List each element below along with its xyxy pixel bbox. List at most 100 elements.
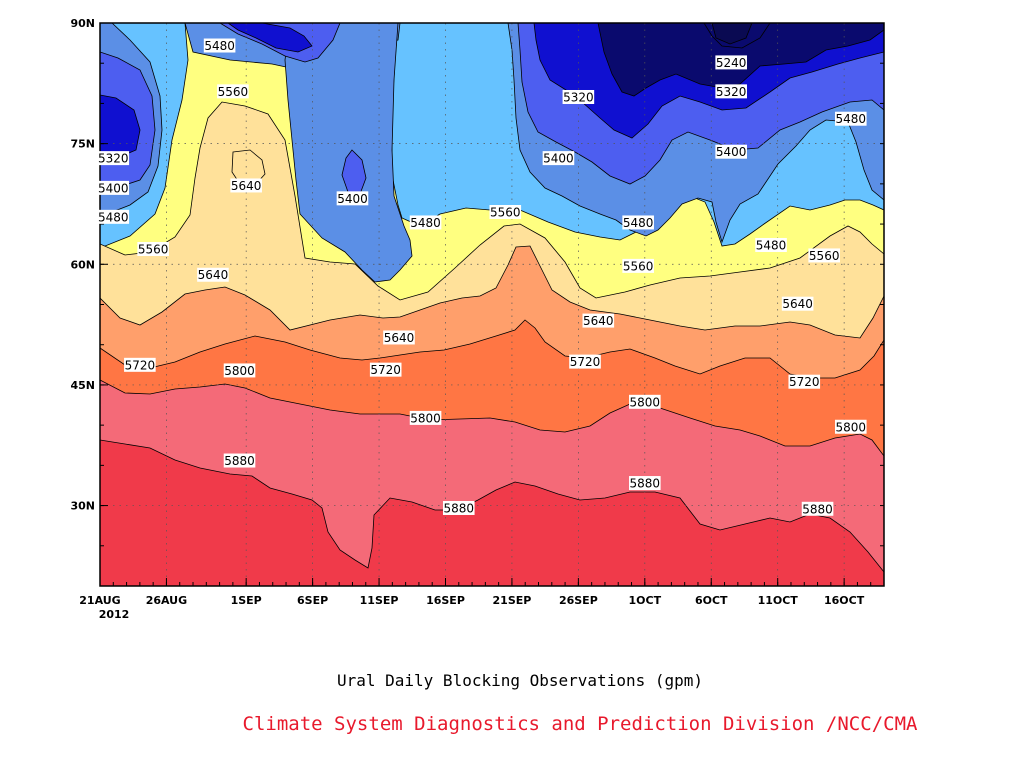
contour-label-box	[203, 38, 236, 53]
contour-label-box	[489, 205, 522, 220]
contour-band-core	[711, 23, 753, 45]
contour-band-5400_5480	[284, 23, 413, 283]
contour-label-box	[217, 84, 249, 99]
contour-label-box	[834, 419, 867, 434]
contour-label-box	[97, 180, 130, 195]
contour-label: 5400	[337, 192, 368, 206]
contour-label: 5640	[198, 268, 229, 282]
contour-label-box	[715, 55, 747, 70]
contour-label: 5640	[231, 179, 262, 193]
contour-label: 5320	[98, 152, 129, 166]
x-tick-label: 6SEP	[297, 594, 328, 607]
contour-label-box	[124, 357, 156, 372]
contour-label-box	[223, 363, 256, 378]
x-tick-label: 11OCT	[758, 594, 799, 607]
grid-lines	[100, 23, 884, 586]
contour-label: 5480	[756, 238, 787, 252]
contour-label: 5480	[98, 210, 129, 224]
contour-label-box	[383, 330, 415, 345]
contour-label: 5800	[836, 420, 867, 434]
contour-label-box	[409, 410, 442, 425]
contour-label-box	[715, 144, 747, 159]
contour-label-box	[409, 215, 442, 230]
x-year-label: 2012	[99, 608, 130, 621]
contour-label: 5720	[125, 358, 156, 372]
contour-label: 5720	[570, 355, 601, 369]
x-tick-label: 16SEP	[426, 594, 465, 607]
contour-label-box	[230, 178, 262, 193]
contour-label-box	[622, 215, 654, 230]
contour-label-box	[442, 500, 475, 515]
contour-label-box	[788, 374, 821, 389]
x-tick-label: 1OCT	[629, 594, 662, 607]
contour-label-box	[197, 267, 229, 282]
contour-label: 5640	[782, 297, 813, 311]
contour-label-box	[834, 111, 867, 126]
contour-label-box	[137, 242, 169, 257]
contour-label-box	[755, 237, 787, 252]
contour-label-box	[97, 151, 130, 166]
contour-label-box	[97, 209, 130, 224]
contour-label: 5800	[630, 395, 661, 409]
contour-label: 5640	[384, 331, 415, 345]
contour-label-box	[336, 191, 369, 206]
x-tick-label: 11SEP	[360, 594, 399, 607]
contour-label-box	[622, 258, 654, 273]
x-tick-label: 16OCT	[824, 594, 865, 607]
contour-label: 5480	[204, 39, 235, 53]
contour-band-5240_5320	[227, 23, 313, 53]
contour-label-box	[781, 296, 814, 311]
contour-label-box	[542, 151, 575, 166]
contour-label: 5560	[809, 249, 840, 263]
contour-label: 5320	[716, 85, 747, 99]
x-tick-label: 26SEP	[559, 594, 598, 607]
contour-label-box	[629, 476, 661, 491]
x-tick-label: 1SEP	[231, 594, 262, 607]
contour-label: 5400	[543, 152, 574, 166]
contour-label: 5320	[563, 90, 594, 104]
contour-label: 5880	[802, 502, 833, 516]
contour-label-box	[808, 248, 841, 263]
chart-caption: Ural Daily Blocking Observations (gpm)	[336, 671, 704, 690]
contour-fills	[100, 23, 884, 586]
contour-label-box	[629, 394, 661, 409]
contour-label: 5480	[836, 112, 867, 126]
contour-label: 5480	[623, 216, 654, 230]
y-axis: 30N 45N 60N 75N 90N	[70, 17, 884, 587]
y-tick-label: 45N	[70, 379, 95, 392]
contour-label-box	[223, 453, 256, 468]
y-tick-label: 30N	[70, 500, 95, 513]
contour-label-box	[715, 84, 747, 99]
x-tick-label: 21AUG	[79, 594, 120, 607]
contour-label: 5560	[138, 243, 169, 257]
x-axis: 21AUG 26AUG 1SEP 6SEP 11SEP 16SEP 21SEP 26SEP 1O…	[79, 578, 885, 621]
contour-label-box	[569, 354, 601, 369]
y-tick-label: 90N	[70, 17, 95, 30]
x-tick-label: 26AUG	[146, 594, 187, 607]
contour-labels: 5480 5560 5320 5400 5480 5640 5400 5480 5560 5320…	[97, 38, 867, 516]
y-tick-label: 75N	[70, 138, 95, 151]
x-tick-label: 21SEP	[493, 594, 532, 607]
contour-label: 5560	[490, 206, 521, 220]
contour-label: 5880	[224, 454, 255, 468]
contour-label: 5640	[583, 314, 614, 328]
contour-label: 5400	[716, 145, 747, 159]
contour-label: 5720	[370, 363, 401, 377]
credit-line: Climate System Diagnostics and Predictio…	[242, 713, 918, 735]
x-tick-label: 6OCT	[695, 594, 728, 607]
contour-label-box	[801, 501, 834, 516]
y-tick-label: 60N	[70, 258, 95, 271]
contour-label: 5720	[789, 375, 820, 389]
contour-label: 5800	[224, 364, 255, 378]
contour-label: 5560	[218, 85, 249, 99]
contour-label: 5480	[410, 216, 441, 230]
contour-label-box	[562, 89, 595, 104]
contour-label: 5880	[444, 501, 475, 515]
contour-label: 5800	[410, 411, 441, 425]
contour-label-box	[582, 313, 615, 328]
contour-label: 5400	[98, 181, 129, 195]
contour-label: 5880	[630, 477, 661, 491]
contour-label: 5240	[716, 56, 747, 70]
contour-label-box	[369, 362, 402, 377]
